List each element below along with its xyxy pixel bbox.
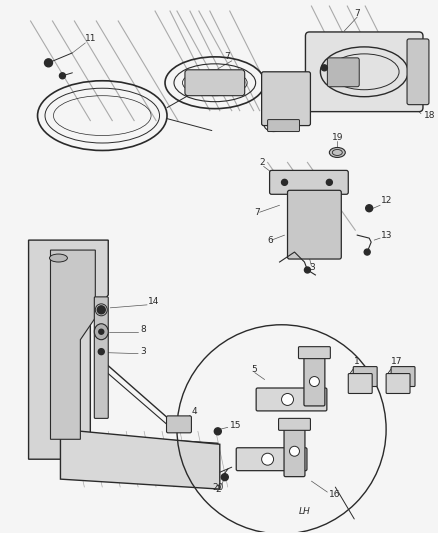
FancyBboxPatch shape xyxy=(298,346,330,359)
FancyBboxPatch shape xyxy=(386,374,410,393)
Polygon shape xyxy=(60,430,220,489)
Text: 2: 2 xyxy=(260,158,265,167)
FancyBboxPatch shape xyxy=(284,426,305,477)
FancyBboxPatch shape xyxy=(166,416,191,433)
Text: 6: 6 xyxy=(268,236,273,245)
Text: 2: 2 xyxy=(216,484,222,494)
Text: 4: 4 xyxy=(192,407,198,416)
FancyBboxPatch shape xyxy=(94,297,108,418)
Text: 15: 15 xyxy=(230,421,241,430)
FancyBboxPatch shape xyxy=(348,374,372,393)
Circle shape xyxy=(97,306,105,314)
FancyBboxPatch shape xyxy=(327,58,359,87)
FancyBboxPatch shape xyxy=(236,448,307,471)
Circle shape xyxy=(60,73,65,79)
Text: 19: 19 xyxy=(332,133,343,142)
FancyBboxPatch shape xyxy=(407,39,429,104)
Circle shape xyxy=(214,428,221,435)
Circle shape xyxy=(290,446,300,456)
Text: 17: 17 xyxy=(391,357,403,366)
Polygon shape xyxy=(50,250,95,439)
Text: 13: 13 xyxy=(381,231,392,240)
Text: 7: 7 xyxy=(354,9,360,18)
FancyBboxPatch shape xyxy=(185,70,245,96)
Circle shape xyxy=(45,59,53,67)
FancyBboxPatch shape xyxy=(270,171,348,195)
FancyBboxPatch shape xyxy=(261,72,311,126)
Text: 5: 5 xyxy=(252,365,258,374)
FancyBboxPatch shape xyxy=(305,32,423,111)
Text: 20: 20 xyxy=(212,482,223,491)
Text: 7: 7 xyxy=(224,52,230,61)
Text: 12: 12 xyxy=(381,196,392,205)
Text: 8: 8 xyxy=(140,325,146,334)
Text: LH: LH xyxy=(299,506,311,515)
Text: 11: 11 xyxy=(85,35,97,43)
FancyBboxPatch shape xyxy=(256,388,327,411)
Circle shape xyxy=(321,65,327,71)
Text: 18: 18 xyxy=(424,111,435,120)
FancyBboxPatch shape xyxy=(268,119,300,132)
Text: 1: 1 xyxy=(354,357,360,366)
Circle shape xyxy=(309,376,319,386)
Text: 16: 16 xyxy=(329,490,341,498)
Circle shape xyxy=(98,349,104,354)
FancyBboxPatch shape xyxy=(304,353,325,406)
Text: 9: 9 xyxy=(297,84,303,93)
FancyBboxPatch shape xyxy=(279,418,311,430)
Circle shape xyxy=(282,180,287,185)
Circle shape xyxy=(304,267,311,273)
Text: 3: 3 xyxy=(140,347,146,356)
FancyBboxPatch shape xyxy=(353,367,377,386)
FancyBboxPatch shape xyxy=(391,367,415,386)
Circle shape xyxy=(366,205,373,212)
Polygon shape xyxy=(28,240,108,459)
Text: 7: 7 xyxy=(254,208,261,217)
Circle shape xyxy=(326,180,332,185)
Ellipse shape xyxy=(329,148,345,157)
Text: RH: RH xyxy=(311,403,324,412)
Text: 14: 14 xyxy=(148,297,159,306)
Ellipse shape xyxy=(94,324,108,340)
FancyBboxPatch shape xyxy=(287,190,341,259)
Circle shape xyxy=(282,393,293,406)
Circle shape xyxy=(221,474,228,481)
Ellipse shape xyxy=(49,254,67,262)
Circle shape xyxy=(261,453,274,465)
Circle shape xyxy=(99,329,104,334)
Text: 3: 3 xyxy=(309,263,315,272)
Circle shape xyxy=(364,249,370,255)
